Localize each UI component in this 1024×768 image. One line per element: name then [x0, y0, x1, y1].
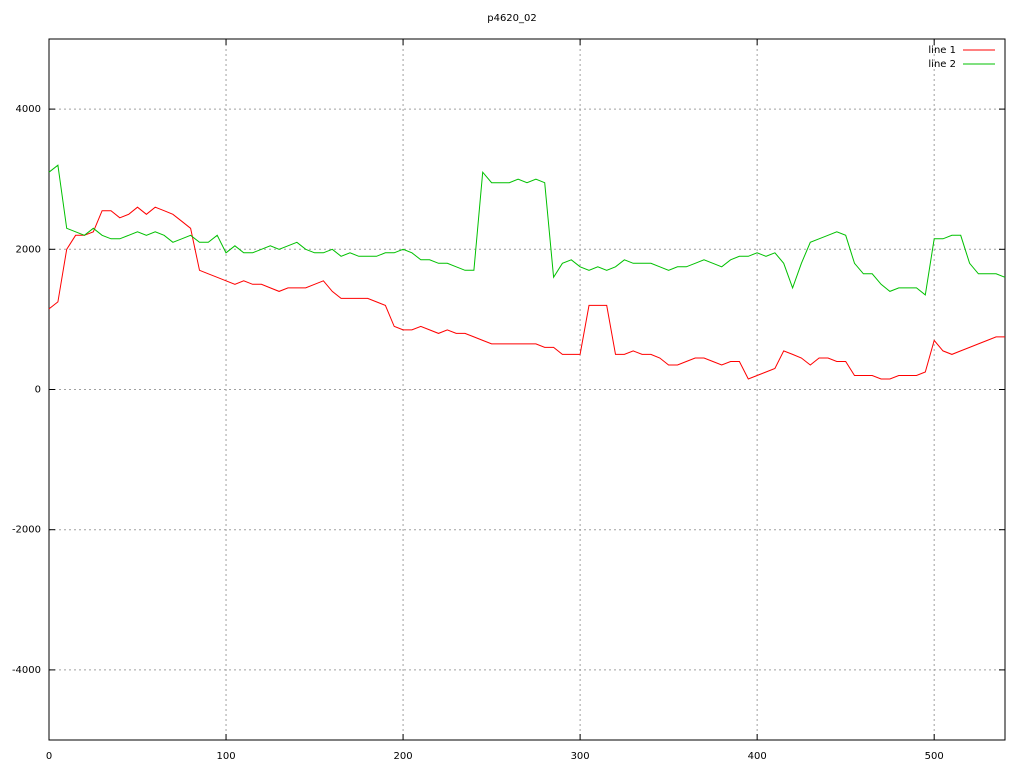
y-tick-label: 4000 — [16, 104, 41, 115]
y-tick-label: -2000 — [12, 525, 41, 536]
plot-frame — [48, 38, 1006, 741]
x-tick-label: 100 — [216, 751, 235, 762]
y-tick-label: -4000 — [12, 665, 41, 676]
x-tick-label: 200 — [394, 751, 413, 762]
y-tick-label: 0 — [35, 385, 41, 396]
data-line — [48, 164, 1006, 296]
legend-label: line 2 — [928, 59, 956, 70]
x-tick-label: 500 — [925, 751, 944, 762]
chart-title: p4620_02 — [487, 13, 537, 24]
data-line — [48, 206, 1005, 380]
y-tick-label: 2000 — [16, 244, 41, 255]
legend-label: line 1 — [928, 45, 956, 56]
x-tick-label: 0 — [46, 751, 52, 762]
x-tick-label: 300 — [571, 751, 590, 762]
x-tick-label: 400 — [748, 751, 767, 762]
